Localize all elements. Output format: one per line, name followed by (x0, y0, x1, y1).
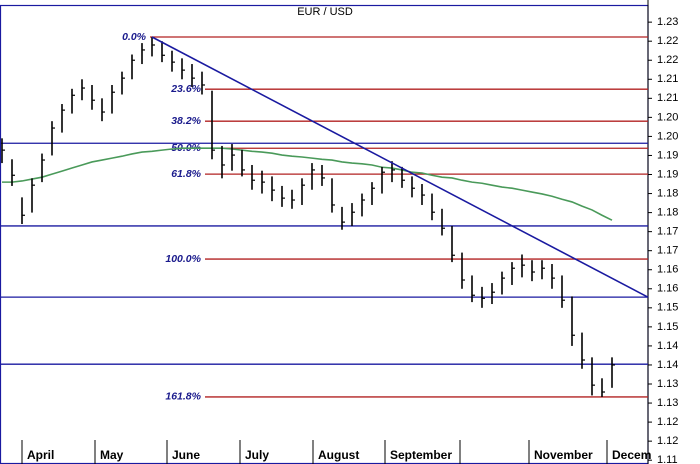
y-tick-label: 1.12 (657, 416, 678, 428)
month-label: September (390, 448, 452, 462)
moving-average (2, 147, 613, 221)
y-tick-label: 1.12 (657, 435, 678, 447)
y-tick-label: 1.17 (657, 245, 678, 257)
y-tick-label: 1.16 (657, 264, 678, 276)
y-tick-label: 1.22 (657, 54, 678, 66)
chart-title: EUR / USD (297, 6, 353, 18)
y-tick-label: 1.17 (657, 226, 678, 238)
y-tick-label: 1.19 (657, 149, 678, 161)
fib-label: 100.0% (165, 253, 201, 265)
y-tick-label: 1.20 (657, 111, 678, 123)
month-label: August (318, 448, 359, 462)
y-tick-label: 1.22 (657, 35, 678, 47)
month-label: May (100, 448, 124, 462)
fib-label: 61.8% (171, 168, 201, 180)
y-tick-label: 1.14 (657, 340, 678, 352)
y-tick-label: 1.15 (657, 302, 678, 314)
month-label: November (534, 448, 593, 462)
y-tick-label: 1.16 (657, 283, 678, 295)
fib-label: 38.2% (171, 115, 201, 127)
month-label: Decem (612, 448, 651, 462)
y-tick-label: 1.21 (657, 92, 678, 104)
month-label: April (27, 448, 54, 462)
fib-label: 161.8% (165, 391, 201, 403)
y-tick-label: 1.18 (657, 207, 678, 219)
y-tick-label: 1.11 (657, 454, 678, 464)
month-label: July (245, 448, 269, 462)
y-tick-label: 1.19 (657, 168, 678, 180)
y-tick-label: 1.18 (657, 187, 678, 199)
trendline (151, 36, 649, 298)
y-tick-label: 1.13 (657, 378, 678, 390)
y-tick-label: 1.15 (657, 321, 678, 333)
fib-label: 23.6% (170, 83, 201, 95)
y-tick-label: 1.21 (657, 73, 678, 85)
y-tick-label: 1.14 (657, 359, 678, 371)
y-tick-label: 1.23 (657, 16, 678, 28)
plot-border (0, 4, 649, 464)
month-label: June (172, 448, 200, 462)
y-tick-label: 1.13 (657, 397, 678, 409)
fib-label: 0.0% (122, 31, 147, 43)
y-tick-label: 1.20 (657, 130, 678, 142)
